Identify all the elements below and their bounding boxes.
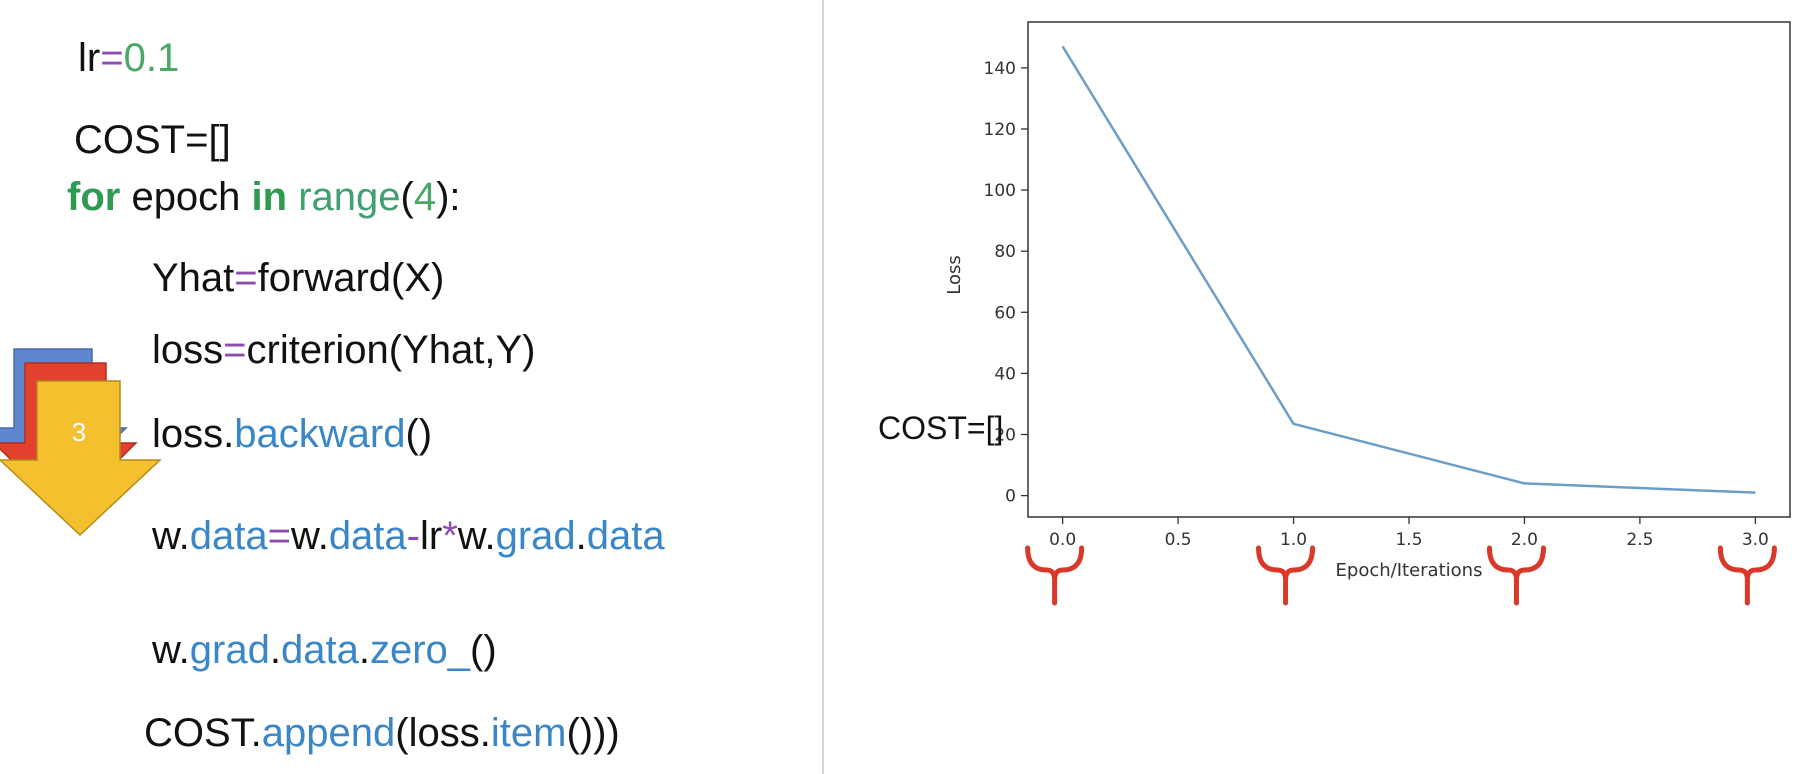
x-tick-label: 2.5 [1626,530,1653,550]
code-token: loss. [152,412,235,456]
y-tick-label: 140 [984,59,1016,79]
plot-frame [1027,21,1791,518]
epoch-brace [1025,545,1085,606]
y-tick-label: 60 [994,303,1016,323]
code-line: loss=criterion(Yhat,Y) [152,330,535,370]
code-token: backward [234,412,406,456]
code-token: item [490,711,567,755]
code-token: epoch [120,175,252,219]
code-token: 4 [413,175,437,219]
series-line-loss [1061,45,1756,494]
code-token: grad [189,628,270,672]
code-token: () [470,628,497,672]
x-tick-label: 0.5 [1165,530,1192,550]
code-token: append [261,711,396,755]
code-line: COST.append(loss.item())) [144,713,620,753]
y-tick-label: 80 [994,242,1016,262]
epoch-brace [1256,545,1316,606]
x-tick-label: 3.0 [1742,530,1769,550]
x-axis-label: Epoch/Iterations [1336,560,1483,581]
code-token: in [251,175,288,219]
x-axis-ticks: 0.0 0.5 1.0 1.5 2.0 2.5 3.0 [1049,517,1769,550]
y-axis-label: Loss [944,255,965,294]
code-token: range [298,175,401,219]
arrow-front-shape [0,380,162,537]
epoch-brace [1717,545,1777,606]
code-token: grad [495,514,576,558]
code-token: forward(X) [257,256,445,300]
y-tick-label: 120 [984,120,1016,140]
epoch-brace-marks [1025,545,1777,606]
code-token: data [586,514,665,558]
y-axis-ticks: 0 20 40 60 80 100 120 140 [984,59,1028,507]
code-line: w.data=w.data-lr*w.grad.data [152,516,665,556]
process-arrow-stack: 3 [0,348,162,537]
code-token: ( [400,175,414,219]
code-token: = [223,328,247,372]
code-line: lr=0.1 [78,38,179,78]
code-line: Yhat=forward(X) [152,258,444,298]
code-token: lr [78,36,101,80]
code-token: zero_ [369,628,471,672]
epoch-brace [1486,545,1546,606]
arrow-step-label: 3 [72,417,86,447]
code-token: data [189,514,268,558]
code-token: lr [420,514,443,558]
code-token: Yhat [152,256,235,300]
code-token: - [406,514,420,558]
x-tick-label: 0.0 [1049,530,1076,550]
code-token: . [575,514,587,558]
code-token: data [328,514,407,558]
x-tick-label: 1.0 [1280,530,1307,550]
y-tick-label: 0 [1005,487,1016,507]
code-line: loss.backward() [152,414,432,454]
code-token: ())) [566,711,620,755]
code-token: w. [291,514,329,558]
code-token: data [280,628,359,672]
x-tick-label: 2.0 [1511,530,1538,550]
code-token: = [234,256,258,300]
code-token: 0.1 [123,36,180,80]
code-token: w. [457,514,496,558]
panel-divider [822,0,824,774]
code-token: criterion(Yhat,Y) [246,328,536,372]
code-token: (loss. [395,711,491,755]
y-tick-label: 100 [984,181,1016,201]
code-token: * [442,514,458,558]
y-tick-label: 40 [994,364,1016,384]
code-token: = [267,514,292,558]
code-token: COST. [144,711,262,755]
code-token: ): [436,175,461,219]
y-tick-label: 20 [994,426,1016,446]
code-token: = [100,36,124,80]
code-line: w.grad.data.zero_() [152,630,497,670]
x-tick-label: 1.5 [1395,530,1422,550]
code-token: COST=[] [74,118,231,162]
code-token: w. [152,514,190,558]
code-token: . [358,628,370,672]
code-token: () [405,412,433,456]
code-token: . [269,628,281,672]
code-line: for epoch in range(4): [67,177,461,217]
cost-overlay-label: COST=[] [878,410,1004,446]
code-token: loss [152,328,224,372]
code-line: COST=[] [74,120,231,160]
code-token: w. [152,628,190,672]
code-token: for [67,175,121,219]
